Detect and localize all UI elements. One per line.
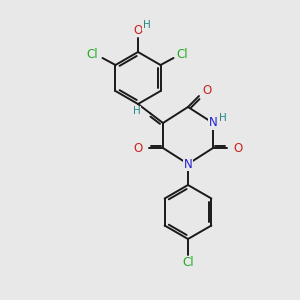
Text: O: O (202, 85, 211, 98)
Text: H: H (133, 106, 140, 116)
Text: Cl: Cl (177, 47, 188, 61)
Text: H: H (143, 20, 151, 30)
Text: O: O (233, 142, 243, 154)
Text: H: H (219, 113, 227, 123)
Text: N: N (208, 116, 217, 130)
Text: O: O (134, 23, 142, 37)
Text: N: N (184, 158, 192, 170)
Text: Cl: Cl (182, 256, 194, 269)
Text: Cl: Cl (87, 47, 98, 61)
Text: O: O (134, 142, 142, 154)
